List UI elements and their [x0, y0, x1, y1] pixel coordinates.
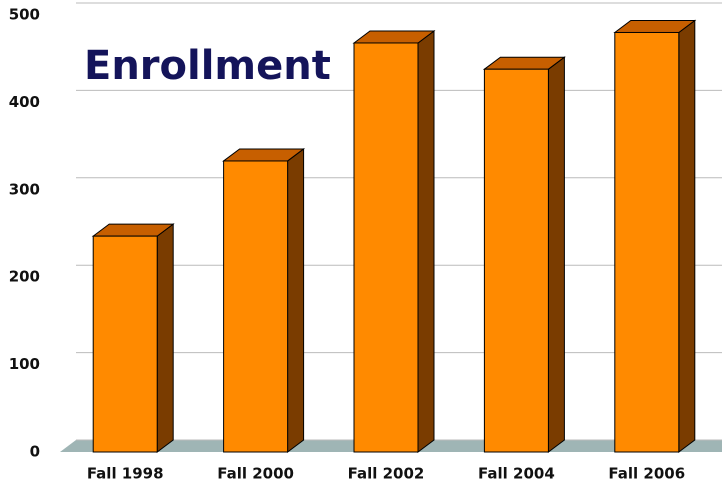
bar [223, 160, 289, 453]
bar [353, 42, 419, 453]
y-tick-label: 500 [9, 6, 40, 24]
bar [614, 31, 680, 453]
x-tick-label: Fall 2000 [217, 465, 294, 483]
x-tick-label: Fall 2004 [478, 465, 555, 483]
y-tick-label: 400 [9, 93, 40, 111]
bar-side [417, 29, 435, 453]
bar-side [547, 56, 565, 453]
x-tick-label: Fall 1998 [87, 465, 164, 483]
bar [92, 235, 158, 453]
y-tick-label: 200 [9, 268, 40, 286]
bar-side [156, 223, 174, 453]
y-tick-label: 0 [30, 443, 40, 461]
y-tick-label: 100 [9, 355, 40, 373]
bar-side [678, 19, 696, 453]
bar-side [287, 147, 305, 453]
y-tick-label: 300 [9, 180, 40, 198]
chart-title: Enrollment [84, 43, 331, 89]
x-tick-label: Fall 2002 [348, 465, 425, 483]
bar [483, 68, 549, 453]
x-tick-label: Fall 2006 [608, 465, 685, 483]
